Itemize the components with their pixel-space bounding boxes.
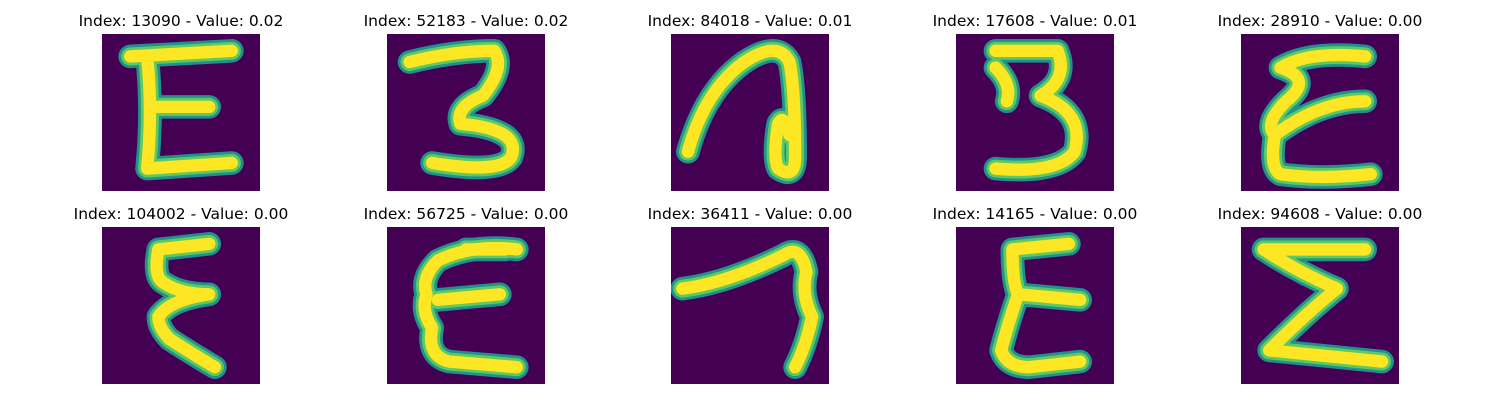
glyph-stroke — [989, 61, 1015, 108]
glyph-image — [1241, 34, 1399, 191]
panel-title: Index: 13090 - Value: 0.02 — [78, 12, 284, 30]
glyph-stroke — [989, 44, 1083, 176]
glyph-image — [956, 227, 1114, 384]
panel-title: Index: 28910 - Value: 0.00 — [1217, 12, 1423, 30]
glyph-stroke — [124, 44, 238, 175]
glyph-stroke — [150, 237, 222, 374]
panel-title: Index: 94608 - Value: 0.00 — [1217, 205, 1423, 223]
panel-title: Index: 84018 - Value: 0.01 — [647, 12, 853, 30]
glyph-stroke — [403, 44, 519, 174]
panel-title: Index: 14165 - Value: 0.00 — [932, 205, 1138, 223]
glyph-image — [671, 227, 829, 384]
panel-title: Index: 52183 - Value: 0.02 — [363, 12, 569, 30]
glyph-image — [387, 34, 545, 191]
panel-title: Index: 17608 - Value: 0.01 — [932, 12, 1138, 30]
panel-title: Index: 104002 - Value: 0.00 — [73, 205, 289, 223]
glyph-stroke — [676, 245, 819, 374]
glyph-stroke — [681, 44, 802, 179]
glyph-stroke — [994, 237, 1087, 374]
glyph-image — [102, 227, 260, 384]
glyph-stroke — [1257, 243, 1389, 368]
panel-title: Index: 56725 - Value: 0.00 — [363, 205, 569, 223]
glyph-image — [956, 34, 1114, 191]
glyph-image — [387, 227, 545, 384]
panel-title: Index: 36411 - Value: 0.00 — [647, 205, 853, 223]
glyph-image — [102, 34, 260, 191]
glyph-image — [671, 34, 829, 191]
glyph-image — [1241, 227, 1399, 384]
glyph-stroke — [1264, 48, 1377, 184]
